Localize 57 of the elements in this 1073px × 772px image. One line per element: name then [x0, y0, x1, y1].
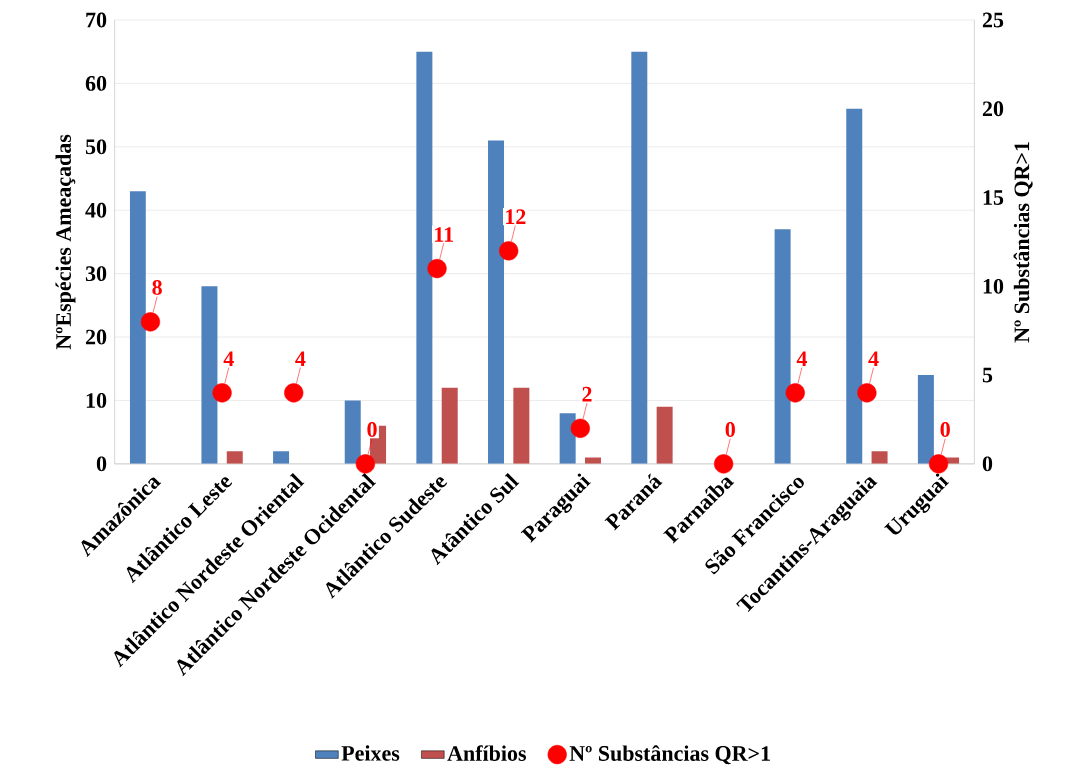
bar	[201, 286, 218, 464]
y-tick-label: 50	[85, 139, 107, 155]
point	[427, 259, 447, 279]
data-label: 4	[223, 351, 234, 367]
y-tick-label: 40	[85, 202, 107, 218]
data-label: 4	[868, 351, 879, 367]
bar	[416, 51, 433, 464]
data-label: 12	[506, 209, 526, 224]
bar	[631, 51, 648, 464]
point	[212, 383, 232, 403]
bar	[129, 191, 146, 464]
data-label: 4	[796, 351, 808, 367]
point	[928, 454, 949, 474]
y2-tick-label: 5	[982, 367, 993, 383]
data-label: 0	[940, 422, 950, 438]
y-tick-label: 30	[85, 266, 107, 282]
point	[355, 454, 375, 474]
point	[140, 312, 161, 332]
bar	[559, 413, 576, 464]
bar	[441, 387, 458, 464]
y-tick-label: 70	[86, 12, 107, 28]
y-tick-label: 10	[86, 393, 107, 408]
bar	[846, 108, 863, 464]
bar	[871, 451, 888, 464]
point	[570, 418, 590, 439]
y2-tick-label: 20	[982, 101, 1004, 117]
legend-label: Nº Substâncias QR>1	[569, 745, 770, 765]
bar	[226, 451, 243, 464]
bar	[774, 229, 791, 464]
y2-tick-label: 0	[982, 456, 993, 472]
bar	[344, 400, 361, 464]
bar	[656, 406, 673, 464]
legend-label: Peixes	[341, 745, 400, 761]
point	[499, 241, 519, 261]
legend-label: Anfíbios	[447, 745, 527, 761]
y-tick-label: 20	[85, 329, 107, 345]
y2-axis-title: Nº Substâncias QR>1	[1013, 142, 1033, 343]
y-tick-label: 60	[85, 76, 107, 91]
y2-tick-label: 25	[982, 12, 1004, 28]
y2-tick-label: 10	[983, 279, 1004, 294]
point	[785, 383, 805, 403]
y2-tick-label: 15	[983, 190, 1004, 206]
bar	[273, 451, 290, 464]
data-label: 2	[582, 386, 592, 402]
y-axis-title: NºEspécies Ameaçadas	[55, 134, 76, 350]
bar	[488, 140, 505, 464]
bar	[917, 375, 934, 464]
data-label: 11	[435, 227, 453, 242]
point	[714, 454, 734, 474]
point	[284, 383, 304, 403]
bar	[513, 387, 530, 464]
data-label: 8	[152, 280, 162, 295]
point	[857, 383, 877, 403]
y-tick-label: 0	[96, 456, 107, 472]
data-label: 0	[367, 422, 377, 438]
data-label: 4	[295, 351, 306, 367]
data-label: 0	[725, 422, 735, 438]
